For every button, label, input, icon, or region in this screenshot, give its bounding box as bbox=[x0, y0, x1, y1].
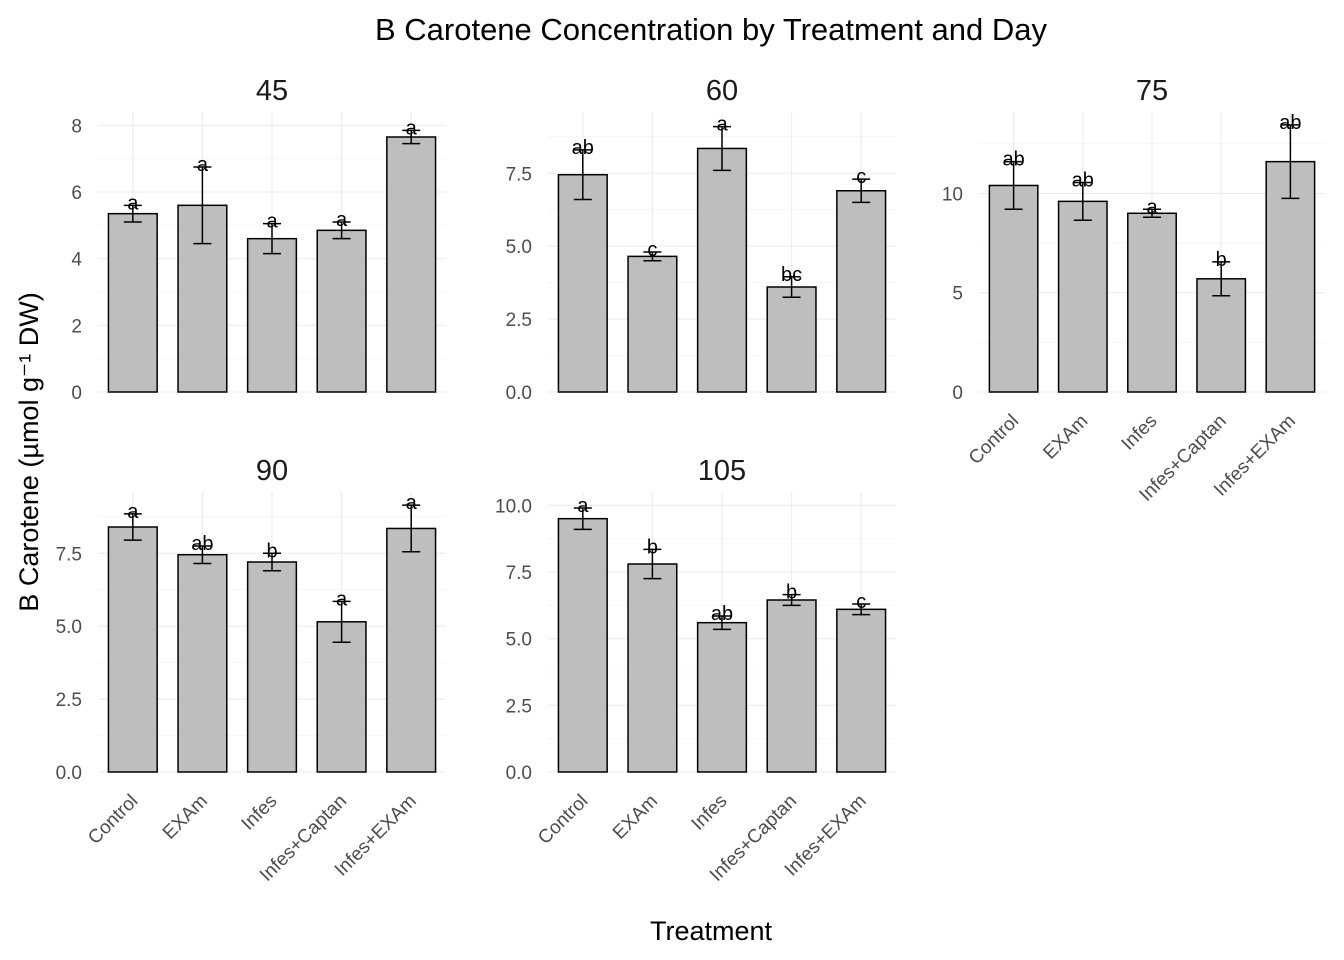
bar-infes-exam bbox=[836, 608, 887, 773]
significance-letter: a bbox=[266, 211, 278, 233]
bar-infes-exam bbox=[836, 190, 887, 393]
x-tick-label: EXAm bbox=[159, 791, 212, 844]
y-tick-label: 2.5 bbox=[56, 690, 82, 711]
y-tick-label: 5.0 bbox=[506, 237, 532, 258]
panel-label: 105 bbox=[698, 455, 746, 487]
panel-45: 0 2 4 6 8 45 a a a a a bbox=[71, 75, 446, 404]
panel-label: 60 bbox=[706, 75, 738, 107]
significance-letter: a bbox=[406, 492, 418, 514]
bar-infes-captan bbox=[1196, 278, 1247, 393]
bar-infes bbox=[246, 237, 298, 393]
x-tick-label: EXAm bbox=[1039, 411, 1092, 464]
bar-control bbox=[557, 173, 608, 393]
y-tick-label: 6 bbox=[71, 183, 82, 204]
significance-letter: a bbox=[336, 588, 348, 610]
significance-letter: c bbox=[856, 591, 866, 613]
significance-letter: ab bbox=[572, 137, 594, 159]
x-tick-label: Infes bbox=[688, 791, 732, 835]
bar-infes bbox=[696, 621, 748, 773]
bar-infes bbox=[696, 147, 748, 393]
significance-letter: a bbox=[716, 114, 728, 136]
significance-letter: bc bbox=[781, 264, 802, 286]
y-tick-label: 2.5 bbox=[506, 696, 532, 717]
x-tick-label: Control bbox=[84, 791, 142, 849]
bar-exam bbox=[627, 563, 678, 773]
x-tick-label: Infes bbox=[1118, 411, 1162, 455]
significance-letter: b bbox=[647, 536, 658, 558]
significance-letter: b bbox=[1216, 249, 1227, 271]
significance-letter: b bbox=[266, 540, 277, 562]
y-tick-label: 0 bbox=[952, 383, 963, 404]
y-tick-label: 0.0 bbox=[56, 763, 82, 784]
y-tick-label: 10.0 bbox=[495, 496, 532, 517]
significance-letter: b bbox=[786, 582, 797, 604]
bar-control bbox=[107, 212, 158, 393]
y-tick-label: 7.5 bbox=[506, 164, 532, 185]
significance-letter: ab bbox=[1072, 169, 1094, 191]
panel-label: 90 bbox=[256, 455, 288, 487]
y-tick-label: 2 bbox=[71, 316, 82, 337]
y-tick-label: 0 bbox=[71, 383, 82, 404]
x-tick-label: Control bbox=[534, 791, 592, 849]
bar-infes-captan bbox=[766, 599, 817, 773]
significance-letter: a bbox=[577, 495, 589, 517]
bar-infes-exam bbox=[1265, 160, 1316, 393]
significance-letter: ab bbox=[711, 603, 733, 625]
panel-label: 75 bbox=[1136, 75, 1168, 107]
y-axis-title: B Carotene (µmol g⁻¹ DW) bbox=[14, 292, 44, 611]
significance-letter: ab bbox=[1279, 112, 1301, 134]
bar-infes-captan bbox=[316, 621, 367, 773]
x-tick-label: Infes bbox=[238, 791, 282, 835]
significance-letter: c bbox=[856, 166, 866, 188]
bar-infes-captan bbox=[766, 286, 817, 393]
x-tick-label: EXAm bbox=[609, 791, 662, 844]
bar-exam bbox=[627, 255, 678, 393]
y-tick-label: 5.0 bbox=[56, 617, 82, 638]
significance-letter: ab bbox=[191, 533, 213, 555]
y-tick-label: 8 bbox=[71, 116, 82, 137]
bar-infes-exam bbox=[386, 136, 437, 393]
significance-letter: a bbox=[336, 209, 348, 231]
bar-control bbox=[557, 517, 608, 773]
bar-infes-captan bbox=[316, 229, 367, 393]
y-tick-label: 5 bbox=[952, 284, 963, 305]
bar-control bbox=[988, 184, 1039, 393]
y-tick-label: 0.0 bbox=[506, 763, 532, 784]
significance-letter: a bbox=[127, 192, 139, 214]
bar-exam bbox=[177, 553, 228, 773]
bar-infes bbox=[246, 561, 298, 773]
y-tick-label: 7.5 bbox=[506, 563, 532, 584]
bar-infes bbox=[1127, 212, 1177, 393]
chart-title: B Carotene Concentration by Treatment an… bbox=[375, 12, 1048, 47]
bar-exam bbox=[1057, 200, 1108, 393]
x-tick-label: Control bbox=[965, 411, 1023, 469]
panel-label: 45 bbox=[256, 75, 288, 107]
bar-infes-exam bbox=[386, 527, 437, 773]
significance-letter: a bbox=[127, 501, 139, 523]
y-tick-label: 2.5 bbox=[506, 310, 532, 331]
y-tick-label: 4 bbox=[71, 250, 82, 271]
significance-letter: a bbox=[406, 117, 418, 139]
x-axis-title: Treatment bbox=[650, 916, 773, 946]
significance-letter: a bbox=[1146, 196, 1158, 218]
y-tick-label: 7.5 bbox=[56, 544, 82, 565]
y-tick-label: 10 bbox=[942, 184, 963, 205]
bar-control bbox=[107, 526, 158, 773]
y-tick-label: 5.0 bbox=[506, 630, 532, 651]
significance-letter: c bbox=[647, 239, 657, 261]
significance-letter: ab bbox=[1002, 149, 1024, 171]
y-tick-label: 0.0 bbox=[506, 383, 532, 404]
significance-letter: a bbox=[197, 154, 209, 176]
